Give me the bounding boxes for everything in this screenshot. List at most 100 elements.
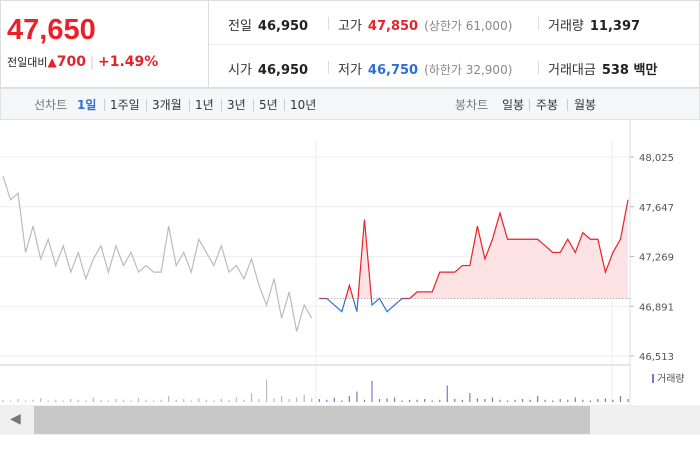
volume-bar bbox=[582, 399, 584, 402]
volume-bar bbox=[439, 399, 441, 402]
stat-value: 46,750 bbox=[367, 63, 419, 78]
volume-bar bbox=[130, 400, 132, 402]
volume-bar bbox=[160, 399, 162, 402]
volume-bar bbox=[341, 400, 343, 402]
tab[interactable]: 3년 bbox=[227, 98, 246, 112]
volume-bar bbox=[574, 397, 576, 402]
tab-bar bbox=[0, 88, 700, 120]
volume-bar bbox=[62, 400, 64, 402]
volume-bar bbox=[454, 399, 456, 402]
sep bbox=[221, 99, 222, 111]
stat: 고가 47,850 (상한가 61,000) bbox=[338, 15, 518, 34]
scroll-left[interactable]: ◀ bbox=[10, 411, 21, 427]
tab[interactable]: 10년 bbox=[290, 98, 317, 112]
volume-bar bbox=[258, 399, 260, 402]
y-tick-label: 48,025 bbox=[639, 153, 674, 164]
area bbox=[345, 199, 628, 299]
line bbox=[319, 199, 629, 299]
volume-bar bbox=[32, 399, 34, 402]
volume-bar bbox=[393, 397, 396, 402]
sep bbox=[567, 99, 568, 111]
volume-bar bbox=[265, 379, 268, 402]
price: 47,650 bbox=[7, 14, 96, 46]
change-row: 전일대비▲700 | +1.49% bbox=[7, 54, 158, 70]
up-icon: ▲ bbox=[47, 55, 57, 69]
volume-bar bbox=[446, 385, 448, 402]
volume-bar bbox=[514, 399, 516, 402]
volume-bar bbox=[476, 398, 478, 402]
tab[interactable]: 1주일 bbox=[110, 98, 140, 112]
volume-bar bbox=[378, 399, 381, 402]
volume-bar bbox=[107, 400, 110, 402]
tab[interactable]: 월봉 bbox=[574, 98, 597, 112]
volume-bar bbox=[296, 397, 298, 402]
tab[interactable]: 1일 bbox=[77, 98, 97, 112]
stat-label: 전일 bbox=[228, 19, 252, 34]
volume-bar bbox=[243, 399, 245, 402]
volume-bar bbox=[303, 394, 305, 402]
volume-bar bbox=[619, 396, 622, 402]
y-tick-label: 46,891 bbox=[639, 302, 674, 313]
stat-value: 538 백만 bbox=[601, 63, 658, 78]
volume-bar bbox=[273, 398, 275, 402]
chart: 46,513 46,891 47,269 47,647 48,025 거래량 bbox=[0, 120, 700, 405]
change-label: 전일대비 bbox=[7, 56, 48, 69]
volume-bar bbox=[461, 399, 463, 402]
volume-bar bbox=[506, 400, 509, 402]
volume-bar bbox=[552, 400, 554, 402]
volume-bar bbox=[168, 396, 170, 402]
volume-bar bbox=[40, 398, 42, 402]
stat-value: 47,850 bbox=[367, 19, 419, 34]
volume-bar bbox=[469, 393, 471, 402]
tab[interactable]: 3개월 bbox=[152, 98, 182, 112]
stat-label: 거래대금 bbox=[548, 63, 596, 78]
stat: 거래대금 538 백만 bbox=[548, 59, 663, 78]
stat-value: 46,950 bbox=[257, 19, 309, 34]
y-tick-label: 47,269 bbox=[639, 253, 674, 264]
volume-bar bbox=[416, 399, 418, 402]
volume-bar bbox=[348, 396, 350, 402]
sep bbox=[146, 99, 147, 111]
volume-bar bbox=[100, 399, 102, 402]
volume-bar bbox=[85, 400, 87, 402]
tab[interactable]: 일봉 bbox=[502, 98, 525, 112]
stat-label: 거래량 bbox=[548, 19, 584, 34]
volume-bar bbox=[371, 381, 373, 402]
stat-value: 46,950 bbox=[257, 63, 309, 78]
sep bbox=[284, 99, 285, 111]
legend-label: 거래량 bbox=[657, 373, 685, 385]
volume-bar bbox=[198, 398, 200, 402]
volume-bar bbox=[153, 400, 155, 402]
volume-bar bbox=[386, 398, 388, 402]
legend-swatch bbox=[652, 374, 654, 383]
tab[interactable]: 주봉 bbox=[536, 98, 559, 112]
volume-bar bbox=[597, 399, 599, 402]
volume-bar bbox=[205, 399, 207, 402]
volume-bar bbox=[612, 399, 614, 402]
volume-bar bbox=[228, 399, 230, 402]
volume-bar bbox=[281, 396, 283, 402]
volume-bar bbox=[544, 399, 546, 402]
sep bbox=[328, 61, 329, 74]
sep bbox=[538, 17, 539, 30]
volume-bar bbox=[409, 399, 411, 402]
volume-bar bbox=[17, 399, 19, 402]
stat-label: 고가 bbox=[338, 19, 362, 34]
sep bbox=[253, 99, 254, 111]
volume-bar bbox=[115, 399, 117, 402]
tab-label: 선차트 bbox=[34, 98, 68, 112]
volume-bar bbox=[491, 397, 494, 402]
volume-bar bbox=[250, 393, 253, 402]
line bbox=[2, 175, 313, 332]
y-tick-label: 47,647 bbox=[639, 203, 674, 214]
stat-label: 시가 bbox=[228, 63, 252, 78]
volume-bar bbox=[70, 399, 72, 402]
volume-bar bbox=[589, 400, 591, 402]
tab[interactable]: 5년 bbox=[259, 98, 278, 112]
scroll-thumb[interactable] bbox=[34, 406, 590, 434]
sep bbox=[189, 99, 190, 111]
tab[interactable]: 1년 bbox=[195, 98, 214, 112]
tab-label: 봉차트 bbox=[455, 98, 489, 112]
volume-bar bbox=[529, 399, 531, 402]
